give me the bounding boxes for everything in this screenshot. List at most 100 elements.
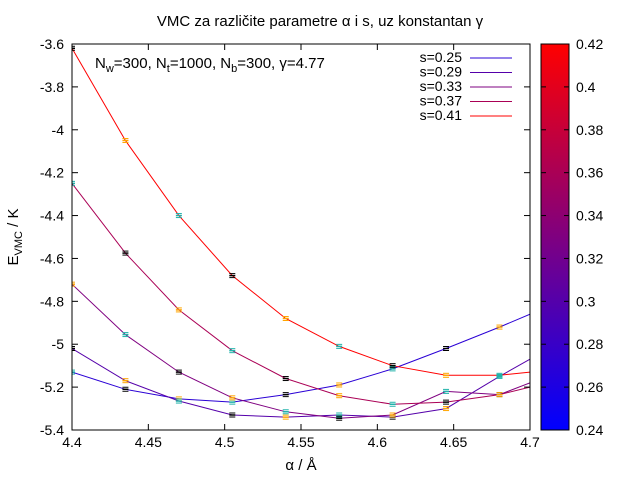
annotation-subscript: w — [105, 63, 114, 75]
y-axis: -3.6 -3.8 -4 -4.2 -4.4 -4.6 -4.8 -5 -5.2 -5.4 — [40, 36, 530, 438]
y-tick-label: -5.4 — [40, 422, 64, 438]
data-point-marker — [122, 378, 129, 384]
data-point-marker — [72, 180, 75, 186]
data-point-marker — [229, 273, 236, 279]
annotation-subscript: t — [167, 63, 170, 75]
data-point-marker — [336, 382, 343, 388]
y-axis-label-main: E — [5, 255, 22, 265]
data-point-marker — [336, 393, 343, 399]
series-line — [72, 313, 530, 403]
colorbar — [540, 43, 570, 431]
data-point-marker — [122, 138, 129, 143]
y-tick-label: -4 — [52, 122, 65, 138]
y-axis-label: EVMC / K — [5, 209, 25, 266]
y-tick-label: -4.8 — [40, 293, 64, 309]
y-tick-label: -3.8 — [40, 79, 64, 95]
colorbar-tick-label: 0.3 — [576, 293, 596, 309]
colorbar-tick-label: 0.28 — [576, 336, 603, 352]
y-axis-label-rest: / K — [5, 209, 22, 232]
series-line — [72, 48, 530, 376]
data-point-marker — [122, 386, 129, 392]
y-tick-label: -4.6 — [40, 250, 64, 266]
colorbar-tick-label: 0.26 — [576, 379, 603, 395]
colorbar-tick-label: 0.36 — [576, 165, 603, 181]
data-point-marker — [443, 388, 450, 394]
data-point-marker — [72, 369, 75, 375]
annotation-text: =300, γ=4.77 — [237, 55, 325, 72]
data-point-marker — [282, 392, 289, 398]
colorbar-tick-label: 0.34 — [576, 208, 603, 224]
colorbar-tick-label: 0.42 — [576, 36, 603, 52]
data-point-marker — [443, 372, 450, 378]
data-point-marker — [443, 346, 450, 352]
data-point-marker — [389, 412, 396, 418]
marker-layer — [72, 45, 503, 421]
x-axis: 4.4 4.45 4.5 4.55 4.6 4.65 4.7 — [62, 44, 540, 450]
data-point-marker — [389, 363, 396, 369]
data-point-marker — [496, 372, 503, 378]
legend-label: s=0.41 — [420, 107, 463, 123]
colorbar-tick-label: 0.24 — [576, 422, 603, 438]
legend: s=0.25s=0.29s=0.33s=0.37s=0.41 — [420, 49, 512, 123]
data-point-marker — [175, 398, 182, 404]
data-point-marker — [122, 250, 129, 256]
data-point-marker — [443, 406, 450, 412]
data-point-marker — [282, 414, 289, 420]
data-point-marker — [72, 45, 75, 51]
simulation-parameters-label: Nw=300, Nt=1000, Nb=300, γ=4.77 — [95, 55, 325, 75]
data-point-marker — [175, 307, 182, 313]
y-tick-label: -5 — [52, 336, 65, 352]
data-point-marker — [122, 332, 129, 338]
x-tick-label: 4.45 — [135, 434, 162, 450]
data-point-marker — [282, 409, 289, 415]
x-tick-label: 4.55 — [287, 434, 314, 450]
x-axis-label: α / Å — [285, 457, 316, 474]
x-tick-label: 4.7 — [520, 434, 540, 450]
y-axis-label-sub: VMC — [13, 231, 25, 256]
colorbar-axis: 0.24 0.26 0.28 0.3 0.32 0.34 0.36 0.38 0.4 0.42 — [541, 36, 603, 438]
data-point-marker — [336, 415, 343, 421]
y-tick-label: -4.4 — [40, 208, 64, 224]
y-tick-label: -4.2 — [40, 165, 64, 181]
annotation-text: =300, N — [114, 55, 167, 72]
x-tick-label: 4.5 — [215, 434, 235, 450]
data-point-marker — [72, 346, 75, 352]
data-point-marker — [229, 395, 236, 401]
series-line — [72, 183, 530, 405]
chart-title: VMC za različite parametre α i s, uz kon… — [157, 13, 484, 30]
data-point-marker — [336, 343, 343, 349]
data-point-marker — [229, 412, 236, 418]
data-point-marker — [443, 399, 450, 405]
legend-label: s=0.29 — [420, 64, 463, 80]
data-point-marker — [72, 281, 75, 287]
data-point-marker — [496, 392, 503, 398]
y-tick-label: -5.2 — [40, 379, 64, 395]
y-tick-label: -3.6 — [40, 36, 64, 52]
colorbar-tick-label: 0.32 — [576, 250, 603, 266]
data-point-marker — [282, 315, 289, 321]
x-tick-label: 4.6 — [368, 434, 388, 450]
annotation-text: N — [95, 55, 106, 72]
data-point-marker — [336, 412, 343, 418]
legend-label: s=0.25 — [420, 49, 463, 65]
x-tick-label: 4.65 — [440, 434, 467, 450]
x-tick-label: 4.4 — [62, 434, 82, 450]
data-point-marker — [282, 376, 289, 382]
colorbar-tick-label: 0.38 — [576, 122, 603, 138]
annotation-text: =1000, N — [170, 55, 231, 72]
data-point-marker — [175, 369, 182, 375]
data-point-marker — [389, 366, 396, 372]
series-layer — [72, 48, 530, 419]
legend-label: s=0.37 — [420, 93, 463, 109]
series-line — [72, 283, 530, 419]
colorbar-tick-label: 0.4 — [576, 79, 596, 95]
annotation-subscript: b — [231, 63, 237, 75]
data-point-marker — [175, 213, 182, 219]
data-point-marker — [229, 348, 236, 354]
data-point-marker — [496, 373, 503, 379]
data-point-marker — [389, 401, 396, 407]
data-point-marker — [496, 324, 503, 330]
legend-label: s=0.33 — [420, 78, 463, 94]
